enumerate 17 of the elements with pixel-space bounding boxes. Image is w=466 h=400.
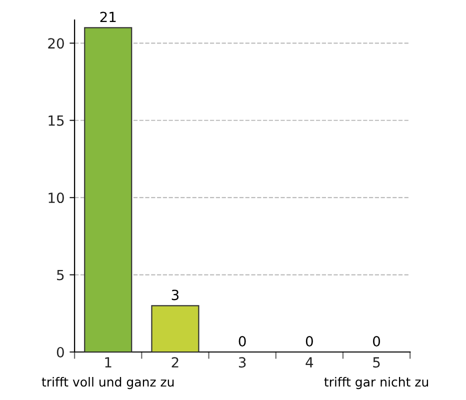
text: trifft gar nicht zu [324, 377, 428, 390]
x-tick-label: 5 [373, 357, 380, 368]
x-tick-label: 2 [172, 357, 178, 368]
data-label: 0 [306, 336, 313, 347]
y-tick-label: 5 [57, 270, 64, 280]
y-tick-label: 0 [56, 346, 64, 358]
y-tick-label: 20 [48, 38, 64, 49]
data-label: 0 [238, 336, 246, 347]
data-label: 3 [172, 290, 179, 300]
y-tick-label: 10 [48, 192, 64, 204]
text: trifft voll und ganz zu [42, 377, 174, 390]
data-label: 21 [100, 12, 116, 22]
x-tick-label: 4 [306, 357, 314, 368]
y-tick-label: 15 [48, 116, 64, 126]
data-label: 0 [373, 336, 380, 347]
x-tick-label: 3 [238, 357, 246, 368]
x-tick-label: 1 [105, 357, 112, 368]
